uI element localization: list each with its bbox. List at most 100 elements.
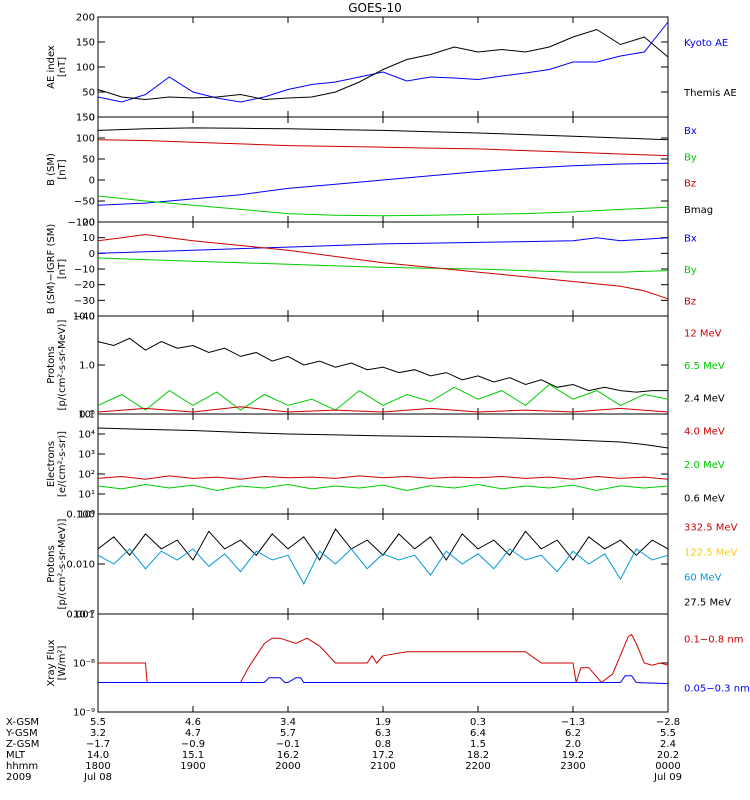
table-cell: −1.3 [561, 717, 585, 728]
table-cell: 0000 [655, 761, 680, 772]
series-line-bmag [97, 127, 669, 141]
series-line-6-5-mev [97, 383, 669, 411]
y-tick-label: 50 [82, 155, 95, 166]
table-cell: 4.7 [185, 728, 201, 739]
y-tick-label: 150 [76, 38, 95, 49]
legend-entry: By [684, 152, 697, 163]
panel-frame [97, 613, 669, 713]
y-axis-label: B (SM)−IGRF (SM) [46, 224, 57, 315]
table-row-label: MLT [6, 750, 26, 761]
table-cell: 1.9 [375, 717, 391, 728]
series-line-bz [97, 139, 669, 157]
series-line-kyoto-ae [97, 21, 669, 103]
y-axis-label: [nT] [57, 259, 68, 279]
table-cell: Jul 08 [83, 772, 112, 783]
table-cell: 2000 [275, 761, 300, 772]
y-tick-label: −10 [74, 265, 95, 276]
y-tick-label: 10¹ [78, 490, 95, 501]
y-axis-label: [W/m²] [57, 645, 68, 680]
panel-protons2: 0.001 0.010 0.100 Protons [p/(cm²-s-sr-MeV)]… [46, 510, 738, 621]
y-tick-label: 150 [76, 113, 95, 124]
y-tick-label: 100 [76, 134, 95, 145]
y-tick-label: 10⁻⁸ [73, 659, 95, 670]
legend-entry: 0.1−0.8 nm [684, 635, 743, 646]
table-cell: −2.8 [656, 717, 680, 728]
table-cell: 5.7 [280, 728, 296, 739]
y-axis-label: [p/(cm²-s-sr-MeV)] [57, 319, 68, 410]
y-tick-label: 0 [89, 176, 95, 187]
legend-entry: 27.5 MeV [684, 598, 731, 609]
y-tick-label: 50 [82, 88, 95, 99]
table-row-label: X-GSM [6, 717, 39, 728]
y-axis-label: Protons [46, 346, 57, 383]
table-cell: Jul 09 [653, 772, 682, 783]
legend-entry: By [684, 265, 697, 276]
y-axis-label: Xray Flux [46, 639, 57, 686]
table-cell: 6.3 [375, 728, 391, 739]
y-tick-label: 0.100 [66, 510, 95, 521]
y-tick-label: 10⁴ [78, 430, 95, 441]
y-axis-label: AE index [46, 45, 57, 89]
y-tick-label: 100 [76, 63, 95, 74]
table-cell: 2300 [560, 761, 585, 772]
series-line-2-0-mev [97, 483, 669, 492]
panel-bsm: −100 −50 0 50 100 150 B (SM) [nT] Bx By Bz Bmag [46, 113, 713, 229]
y-tick-label: 10⁰ [78, 510, 95, 521]
series-line-2-4-mev [97, 337, 668, 393]
y-tick-label: 200 [76, 13, 95, 24]
table-cell: 16.2 [277, 750, 299, 761]
panel-protons1: 0.1 1.0 10.0 Protons [p/(cm²-s-sr-MeV)] 12 Me… [46, 312, 725, 421]
table-row-label: 2009 [6, 772, 31, 783]
legend-entry: 0.6 MeV [684, 493, 725, 504]
table-cell: 2.0 [565, 739, 581, 750]
series-line-by [97, 257, 669, 273]
table-cell: 5.5 [90, 717, 106, 728]
series-line-bx [97, 162, 669, 206]
y-tick-label: 10⁻⁹ [73, 708, 95, 719]
y-tick-label: 0 [89, 249, 95, 260]
y-tick-label: 10⁻⁷ [73, 610, 95, 621]
legend-entry: 60 MeV [684, 573, 722, 584]
legend-entry: 6.5 MeV [684, 361, 725, 372]
legend-entry: Themis AE [683, 88, 737, 99]
table-cell: 2100 [370, 761, 395, 772]
table-cell: 0.3 [470, 717, 486, 728]
legend-entry: Bx [684, 126, 697, 137]
table-cell: 2200 [465, 761, 490, 772]
table-cell: 19.2 [562, 750, 584, 761]
panel-electrons: 10⁰ 10¹ 10² 10³ 10⁴ 10⁵ Electrons [e/(cm²-s-sr)… [46, 410, 725, 521]
table-cell: 1800 [85, 761, 110, 772]
legend-entry: 0.05−0.3 nm [684, 684, 750, 695]
series-line-0-1-0-8-nm [98, 633, 669, 684]
table-cell: 18.2 [467, 750, 489, 761]
legend-entry: Bz [684, 296, 696, 307]
legend-entry: 12 MeV [684, 328, 722, 339]
table-cell: 3.2 [90, 728, 106, 739]
legend-entry: Bz [684, 179, 696, 190]
series-line-bx [97, 237, 669, 254]
table-cell: 20.2 [657, 750, 679, 761]
table-row-label: Z-GSM [6, 739, 39, 750]
y-axis-label: [nT] [57, 159, 68, 179]
y-axis-label: B (SM) [46, 153, 57, 186]
y-tick-label: −30 [74, 296, 95, 307]
panel-frame [97, 116, 669, 223]
table-cell: 2.4 [660, 739, 676, 750]
table-cell: 1900 [180, 761, 205, 772]
y-tick-label: −100 [68, 218, 95, 229]
table-cell: −0.1 [276, 739, 300, 750]
y-tick-label: 10 [82, 233, 95, 244]
position-table: X-GSM 5.5 4.6 3.4 1.9 0.3 −1.3 −2.8 Y-GSM 3.2 4.7 5… [5, 717, 682, 783]
table-cell: 3.4 [280, 717, 296, 728]
y-tick-label: −40 [74, 312, 95, 323]
y-tick-label: 0.1 [79, 410, 95, 421]
series-line-60-mev [97, 548, 669, 585]
table-cell: −1.7 [86, 739, 110, 750]
table-row-label: hhmm [6, 761, 38, 772]
y-axis-label: Electrons [46, 441, 57, 487]
y-tick-label: 10⁵ [78, 410, 95, 421]
series-line-27-5-mev [97, 528, 669, 561]
table-cell: 17.2 [372, 750, 394, 761]
